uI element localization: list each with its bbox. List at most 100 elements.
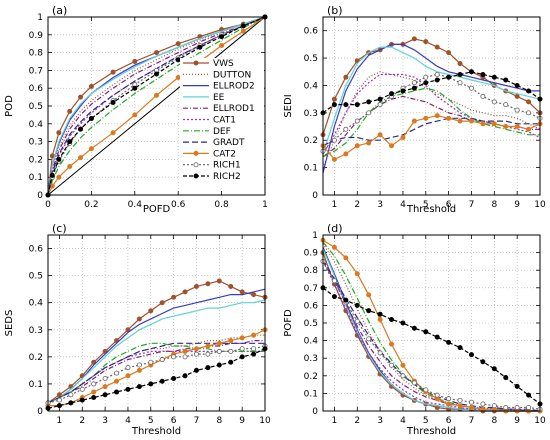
point-rich1 xyxy=(514,404,520,410)
point-vws xyxy=(175,41,181,47)
series-rich1 xyxy=(47,345,266,404)
legend-label-ellrod1: ELLROD1 xyxy=(213,104,255,114)
point-cat2 xyxy=(102,384,108,390)
y-tick-label: 0.4 xyxy=(29,299,44,309)
point-rich2 xyxy=(526,392,532,398)
point-rich1 xyxy=(377,102,383,108)
x-tick-label: 4 xyxy=(400,200,406,210)
series-cat2 xyxy=(47,16,266,196)
series-rich2 xyxy=(47,16,266,196)
x-axis-label: POFD xyxy=(143,204,171,215)
point-cat2 xyxy=(125,373,131,379)
y-tick-label: 1 xyxy=(312,231,318,241)
point-vws xyxy=(216,278,222,284)
point-rich1 xyxy=(182,354,188,360)
y-tick-label: 0.3 xyxy=(304,354,318,364)
point-cat2 xyxy=(400,134,406,140)
point-rich2 xyxy=(153,71,159,77)
point-vws xyxy=(171,294,177,300)
plot-frame xyxy=(322,234,541,412)
point-cat2 xyxy=(468,404,474,410)
x-tick-label: 1 xyxy=(262,200,268,210)
y-tick-label: 0.6 xyxy=(304,301,319,311)
point-cat2 xyxy=(446,401,452,407)
y-tick-label: 0.6 xyxy=(29,245,44,255)
x-tick-label: 10 xyxy=(259,416,271,426)
point-vws xyxy=(446,50,452,56)
x-axis-label: Threshold xyxy=(406,426,456,437)
point-rich2 xyxy=(446,339,452,345)
panel-3: 1 2 3 4 5 6 7 8 9 10 0 0.1 0.2 0.3 0.4 0.5 0.6 0.7 0.8 0.9 1… xyxy=(283,222,546,437)
point-rich1 xyxy=(526,110,532,116)
point-rich1 xyxy=(423,74,429,80)
point-rich2 xyxy=(434,77,440,83)
point-rich1 xyxy=(411,80,417,86)
y-tick-label: 0.3 xyxy=(29,326,43,336)
point-rich2 xyxy=(446,74,452,80)
point-rich1 xyxy=(514,107,520,113)
series-cat1 xyxy=(47,16,266,196)
point-rich2 xyxy=(343,102,349,108)
point-cat2 xyxy=(400,362,406,368)
point-rich1 xyxy=(343,126,349,132)
point-rich2 xyxy=(68,400,74,406)
legend-marker-rich1 xyxy=(193,162,199,168)
point-rich1 xyxy=(216,348,222,354)
point-rich2 xyxy=(251,351,257,357)
y-axis-label: POD xyxy=(4,95,15,117)
x-tick-label: 0.2 xyxy=(84,200,98,210)
point-cat2 xyxy=(91,389,97,395)
point-cat2 xyxy=(114,378,120,384)
point-cat2 xyxy=(182,348,188,354)
y-tick-label: 0.2 xyxy=(29,155,43,165)
point-rich1 xyxy=(389,362,395,368)
point-vws xyxy=(331,96,337,102)
point-cat2 xyxy=(434,113,440,119)
point-rich1 xyxy=(114,370,120,376)
point-rich1 xyxy=(354,318,360,324)
x-tick-label: 6 xyxy=(171,416,177,426)
series-rich1 xyxy=(47,16,266,196)
point-rich2 xyxy=(159,378,165,384)
series-dutton xyxy=(322,243,540,412)
point-cat2 xyxy=(377,316,383,322)
point-rich1 xyxy=(366,336,372,342)
reference-diagonal xyxy=(47,16,266,196)
point-rich2 xyxy=(193,367,199,373)
point-rich2 xyxy=(240,23,246,29)
point-vws xyxy=(67,108,73,114)
point-rich2 xyxy=(400,88,406,94)
x-tick-label: 3 xyxy=(377,416,383,426)
point-rich2 xyxy=(457,345,463,351)
point-cat2 xyxy=(423,115,429,121)
legend-marker-rich2 xyxy=(193,173,199,179)
y-axis-label: POFD xyxy=(283,309,294,337)
x-tick-label: 0.4 xyxy=(128,200,143,210)
y-tick-label: 0.8 xyxy=(29,49,44,59)
point-rich2 xyxy=(56,156,62,162)
point-rich1 xyxy=(491,403,497,409)
series-dutton xyxy=(322,71,541,168)
point-cat2 xyxy=(491,121,497,127)
point-rich1 xyxy=(239,346,245,352)
point-vws xyxy=(457,61,463,67)
point-cat2 xyxy=(389,143,395,149)
x-tick-label: 7 xyxy=(469,200,475,210)
y-tick-label: 0.2 xyxy=(29,353,43,363)
point-vws xyxy=(239,289,245,295)
point-cat2 xyxy=(343,255,349,261)
series-vws xyxy=(322,252,540,412)
legend-marker-vws xyxy=(193,60,199,66)
point-rich2 xyxy=(526,88,532,94)
point-vws xyxy=(148,308,154,314)
y-tick-label: 0.8 xyxy=(304,266,319,276)
x-tick-label: 10 xyxy=(534,416,546,426)
point-cat2 xyxy=(49,183,55,189)
x-tick-label: 5 xyxy=(423,416,429,426)
point-rich1 xyxy=(457,80,463,86)
point-rich1 xyxy=(457,397,463,403)
point-vws xyxy=(153,50,159,56)
point-rich1 xyxy=(526,404,532,410)
point-vws xyxy=(411,36,417,42)
